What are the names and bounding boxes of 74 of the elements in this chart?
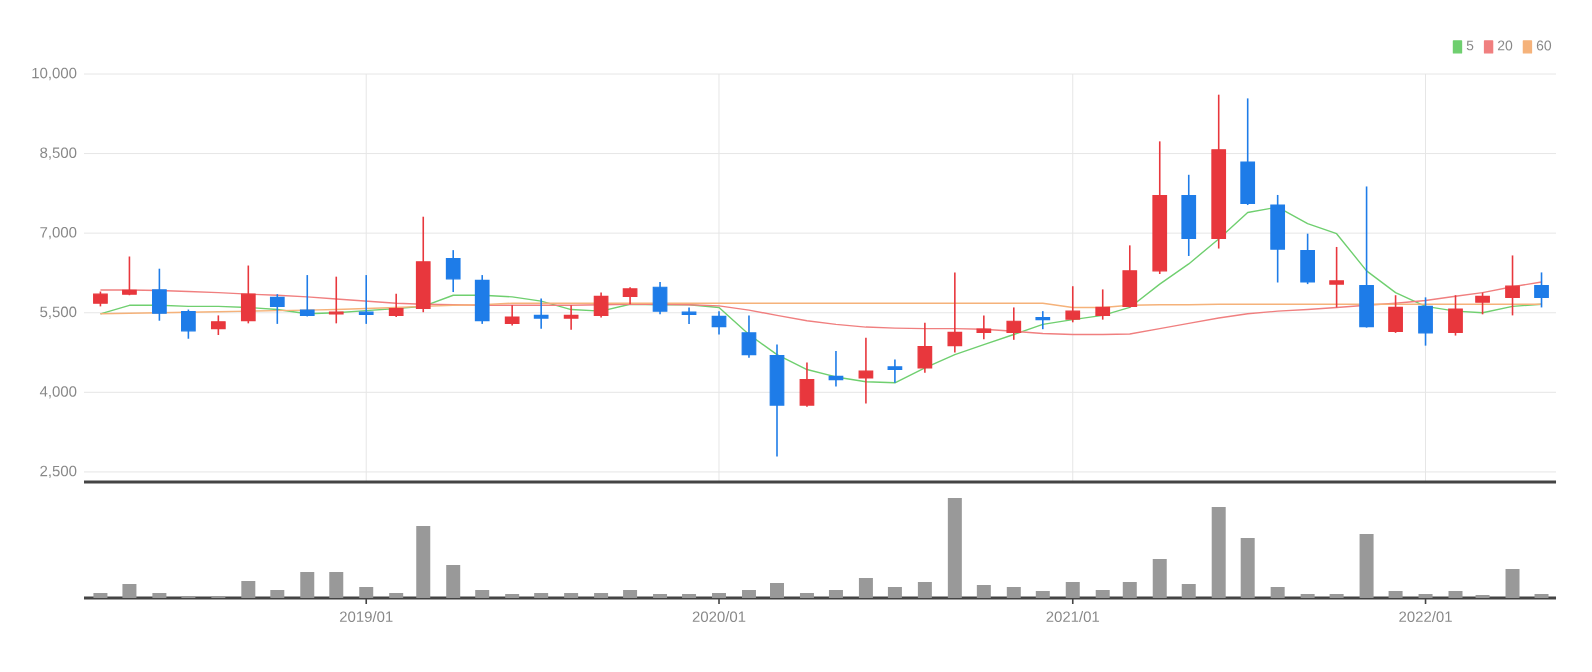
bar (1006, 587, 1021, 598)
candlestick (1329, 246, 1344, 309)
candlestick (741, 314, 757, 359)
candlestick (1006, 306, 1022, 341)
candlestick (415, 215, 431, 314)
candlestick (799, 361, 815, 408)
bar (475, 590, 490, 598)
candlestick (240, 264, 256, 325)
bar (1359, 534, 1374, 598)
bar (623, 590, 638, 598)
candlestick (1448, 294, 1463, 337)
candlestick (1418, 296, 1433, 347)
candlestick (976, 314, 992, 341)
candlestick (533, 297, 549, 330)
bar (270, 590, 285, 598)
candlestick (1035, 310, 1051, 330)
candlestick (858, 336, 874, 405)
bar (1152, 559, 1167, 598)
candlestick (474, 274, 490, 325)
candlestick (947, 271, 963, 354)
candlestick (210, 314, 226, 336)
candlestick (152, 267, 167, 322)
candlestick (181, 308, 196, 340)
candlestick (504, 304, 520, 327)
bar (1388, 591, 1403, 598)
bar (1122, 582, 1137, 598)
candlestick (1181, 173, 1197, 257)
bar (1211, 507, 1226, 598)
candlestick (1065, 285, 1081, 324)
bar (976, 585, 991, 598)
bar (446, 565, 461, 598)
candlestick (388, 292, 404, 318)
candlestick (1095, 288, 1111, 321)
candlestick (652, 281, 668, 316)
candlestick (299, 274, 315, 318)
candlestick (1270, 194, 1286, 284)
candlestick (593, 291, 609, 319)
candlestick (1475, 291, 1490, 316)
bar (917, 582, 932, 598)
candlestick (711, 310, 727, 336)
bar (770, 583, 784, 598)
candlestick (1534, 271, 1549, 309)
bar (122, 584, 137, 598)
bar (1448, 591, 1463, 598)
candlestick (1300, 232, 1315, 285)
candlestick (887, 358, 903, 384)
bar (359, 587, 374, 598)
bar (416, 526, 431, 598)
candlestick (269, 293, 285, 325)
bar (887, 587, 902, 598)
candlestick (1240, 97, 1256, 206)
candlestick (122, 255, 137, 297)
candlestick (563, 304, 579, 331)
candlestick (358, 274, 374, 325)
candlestick (1388, 294, 1403, 334)
bar (741, 590, 756, 598)
bar (329, 572, 344, 598)
bar (241, 581, 256, 598)
bar (1270, 587, 1285, 598)
bar (947, 498, 962, 598)
bar (828, 590, 843, 598)
bar (300, 572, 315, 598)
candlestick (1505, 254, 1520, 317)
bar (1065, 582, 1080, 598)
candlestick (917, 322, 933, 374)
candlestick (1122, 244, 1138, 309)
bar (1240, 538, 1255, 598)
candlestick (1359, 185, 1374, 329)
bar (1505, 569, 1520, 598)
bar (858, 578, 873, 598)
bar (1095, 590, 1110, 598)
bar (1181, 584, 1196, 598)
candlestick (445, 249, 461, 293)
bar (1035, 591, 1050, 598)
